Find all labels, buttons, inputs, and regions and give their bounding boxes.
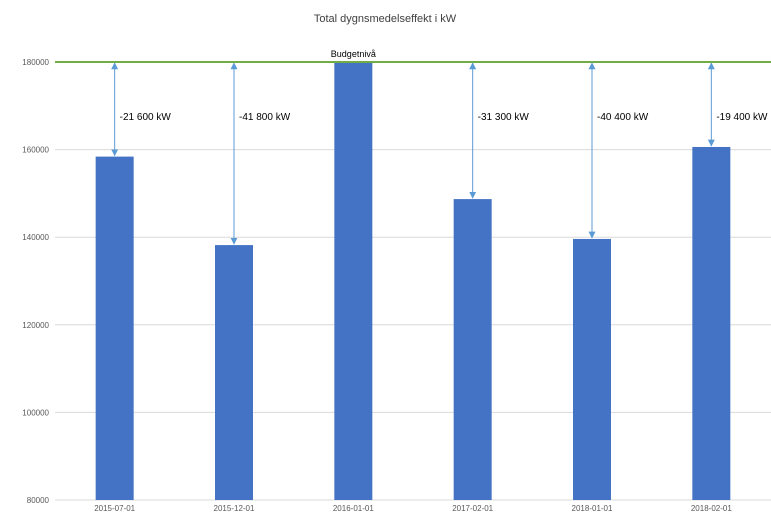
budget-reference-line: Budgetnivå — [55, 49, 771, 63]
x-tick-label: 2018-01-01 — [572, 504, 613, 513]
bar — [692, 146, 731, 501]
difference-labels: -21 600 kW -41 800 kW -31 300 kW -40 400 kW… — [120, 112, 768, 123]
difference-label: -21 600 kW — [120, 112, 172, 123]
bar — [215, 245, 253, 500]
bar — [334, 62, 373, 500]
bar — [95, 156, 134, 500]
gridlines — [55, 61, 771, 501]
difference-arrows — [111, 62, 715, 245]
difference-label: -31 300 kW — [478, 112, 530, 123]
y-tick-label: 160000 — [22, 146, 49, 155]
x-tick-label: 2015-07-01 — [94, 504, 135, 513]
y-tick-label: 140000 — [22, 233, 49, 242]
y-tick-label: 100000 — [22, 408, 49, 417]
y-tick-label: 80000 — [27, 496, 50, 505]
difference-label: -40 400 kW — [597, 112, 649, 123]
reference-line-label: Budgetnivå — [331, 49, 376, 59]
x-tick-label: 2016-01-01 — [333, 504, 374, 513]
chart-title: Total dygnsmedelseffekt i kW — [314, 13, 457, 25]
difference-label: -19 400 kW — [716, 112, 768, 123]
y-tick-label: 180000 — [22, 58, 49, 67]
bar — [573, 238, 611, 500]
x-tick-label: 2017-02-01 — [452, 504, 493, 513]
x-tick-label: 2018-02-01 — [691, 504, 732, 513]
x-tick-label: 2015-12-01 — [214, 504, 255, 513]
y-tick-label: 120000 — [22, 321, 49, 330]
bar — [453, 199, 492, 500]
y-axis-tick-labels: 80000 100000 120000 140000 160000 180000 — [22, 58, 49, 505]
difference-label: -41 800 kW — [239, 112, 291, 123]
bars — [95, 62, 731, 501]
x-axis-category-labels: 2015-07-01 2015-12-01 2016-01-01 2017-02-01… — [94, 504, 732, 513]
